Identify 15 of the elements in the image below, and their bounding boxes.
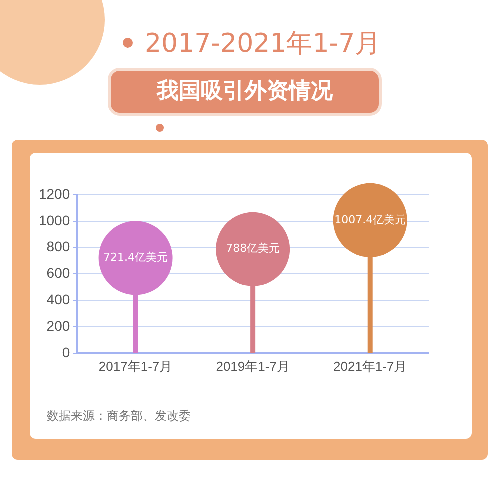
data-label: 1007.4亿美元	[334, 213, 406, 226]
y-tick-label: 600	[46, 265, 70, 282]
data-label: 788亿美元	[226, 242, 280, 256]
source-note: 数据来源：商务部、发改委	[47, 408, 191, 425]
y-tick-label: 1200	[38, 186, 70, 202]
y-tick-label: 0	[62, 344, 70, 360]
chart-title: 2017-2021年1-7月	[145, 28, 382, 61]
y-tick-label: 800	[46, 238, 70, 255]
y-tick-label: 200	[46, 318, 70, 334]
y-tick-label: 1000	[38, 212, 70, 228]
y-tick-label: 400	[46, 291, 70, 308]
x-tick-label: 2017年1-7月	[98, 358, 173, 374]
data-label: 721.4亿美元	[104, 251, 168, 264]
x-tick-label: 2021年1-7月	[334, 358, 408, 374]
x-tick-label: 2019年1-7月	[216, 358, 290, 374]
